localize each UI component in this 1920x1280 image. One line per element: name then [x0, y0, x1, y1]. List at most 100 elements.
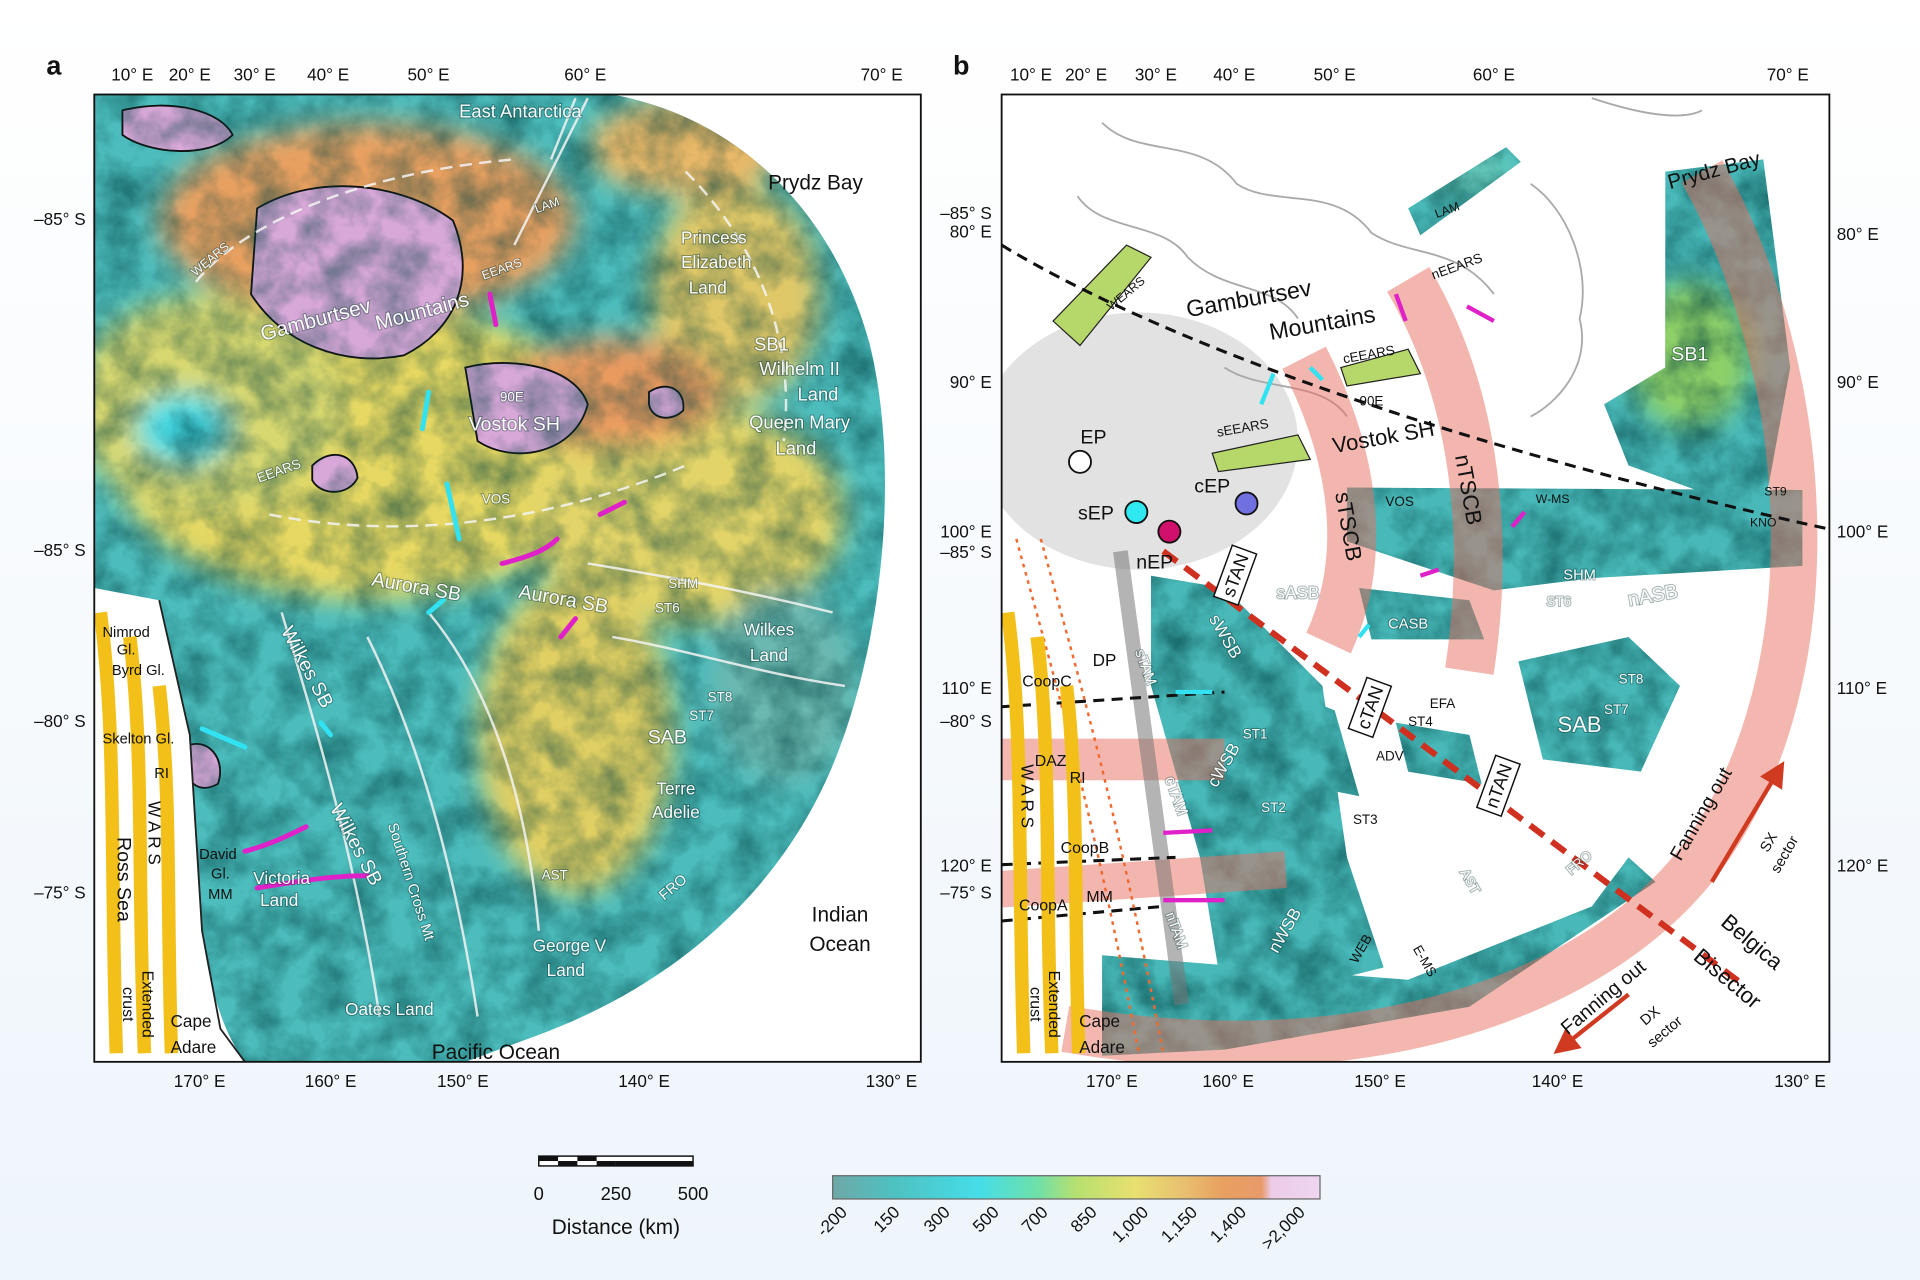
place-group: 90E: [1359, 393, 1383, 408]
pole-zone: [1001, 312, 1298, 570]
place-label: Land: [775, 437, 816, 458]
coord-label: 170° E: [174, 1071, 226, 1091]
place-group: ST1: [1242, 725, 1269, 742]
place-label: ST7: [1604, 702, 1629, 717]
place-group: W-MS: [1536, 492, 1570, 506]
place-label: Gl.: [117, 642, 136, 658]
scale-tick: 0: [534, 1183, 544, 1204]
place-label: CoopC: [1022, 673, 1072, 690]
place-label: Wilhelm II: [759, 358, 840, 379]
coord-label: 120° E: [940, 856, 992, 876]
coord-label: 110° E: [941, 678, 991, 698]
coord-label: 160° E: [305, 1071, 357, 1091]
coord-label: –75° S: [940, 883, 992, 903]
place-label: KNO: [1750, 515, 1777, 529]
place-label: W A R S: [1018, 764, 1038, 828]
place-label: Extended: [139, 971, 156, 1038]
place-group: SAB: [647, 726, 688, 750]
place-group: Cape: [1079, 1011, 1120, 1031]
panel-label: a: [46, 51, 62, 81]
place-group: ST7: [688, 707, 715, 724]
coord-label: 170° E: [1086, 1071, 1138, 1091]
coord-label: 20° E: [1065, 65, 1107, 85]
colorbar-label: >2,000: [1257, 1202, 1309, 1254]
place-label: SAB: [648, 727, 687, 749]
place-group: crust: [119, 987, 136, 1022]
place-group: Adelie: [651, 801, 701, 823]
place-label: DAZ: [1035, 753, 1067, 770]
place-label: SHM: [668, 576, 698, 591]
place-label: CASB: [1388, 617, 1428, 633]
place-group: Ocean: [809, 933, 870, 956]
coord-label: 20° E: [169, 65, 211, 85]
place-label: RI: [154, 766, 169, 782]
coord-label: –75° S: [34, 883, 86, 903]
place-group: Indian: [812, 904, 869, 927]
place-label: MM: [208, 887, 232, 903]
place-group: CoopB: [1061, 840, 1110, 857]
place-group: Gl.: [117, 642, 136, 658]
place-label: Adare: [1079, 1037, 1125, 1057]
place-group: Land: [688, 277, 728, 299]
place-group: MM: [1086, 889, 1113, 906]
place-group: Land: [259, 889, 299, 911]
place-group: crust: [1026, 987, 1043, 1022]
coord-label: 40° E: [307, 65, 349, 85]
colorbar-label: 150: [869, 1202, 903, 1236]
colorbar-label: -200: [813, 1202, 851, 1240]
place-group: RI: [154, 766, 169, 782]
place-label: Vostok SH: [469, 413, 560, 435]
place-label: MM: [1086, 889, 1113, 906]
place-group: ST2: [1260, 799, 1287, 816]
coord-label: 120° E: [1837, 856, 1889, 876]
place-group: Land: [546, 959, 586, 981]
relief-a: [94, 94, 886, 1062]
map-b: [1001, 94, 1830, 1062]
place-label: SHM: [1563, 568, 1596, 584]
place-label: SB1: [1671, 343, 1708, 365]
colorbar-label: 300: [919, 1202, 953, 1236]
coord-label: 70° E: [1767, 65, 1809, 85]
place-label: ADV: [1376, 749, 1404, 764]
place-group: Terre: [655, 778, 696, 800]
coord-label: 100° E: [940, 521, 992, 541]
place-label: ST3: [1353, 812, 1378, 827]
coord-label: 50° E: [1314, 65, 1356, 85]
coord-label: –85° S: [940, 203, 992, 223]
place-group: SAB: [1557, 711, 1603, 738]
place-group: Adare: [1079, 1037, 1125, 1057]
place-label: Ross Sea: [112, 837, 134, 922]
place-label: George V: [533, 935, 607, 955]
place-group: East Antarctica: [458, 100, 583, 123]
coord-label: 90° E: [1837, 372, 1879, 392]
scale-title: Distance (km): [552, 1216, 680, 1239]
place-label: Land: [798, 384, 839, 405]
scale-tick: 500: [678, 1183, 709, 1204]
place-label: ST9: [1764, 485, 1787, 499]
coord-label: –80° S: [34, 711, 86, 731]
place-label: sASB: [1277, 583, 1320, 603]
place-label: Gl.: [211, 866, 230, 882]
place-label: 90E: [500, 390, 524, 405]
place-label: Land: [750, 645, 788, 665]
coord-label: 40° E: [1213, 65, 1255, 85]
colorbar-label: 500: [968, 1202, 1002, 1236]
sample-points: [1068, 449, 1259, 544]
place-group: Nimrod: [102, 625, 149, 641]
place-label: Skelton Gl.: [102, 732, 174, 748]
place-group: KNO: [1750, 515, 1777, 529]
place-label: sEP: [1078, 503, 1114, 525]
frame-a: [93, 93, 922, 1063]
place-group: 90E: [499, 389, 525, 406]
place-group: DAZ: [1035, 753, 1067, 770]
place-group: W A R S: [1018, 764, 1038, 828]
place-label: Pacific Ocean: [432, 1041, 560, 1064]
place-group: Skelton Gl.: [102, 732, 174, 748]
place-label: ST1: [1243, 726, 1268, 741]
scale-bar: [538, 1155, 694, 1167]
place-group: ST6: [1545, 593, 1572, 610]
place-group: David: [199, 847, 237, 863]
place-label: Byrd Gl.: [112, 663, 165, 679]
place-group: VOS: [481, 490, 511, 507]
